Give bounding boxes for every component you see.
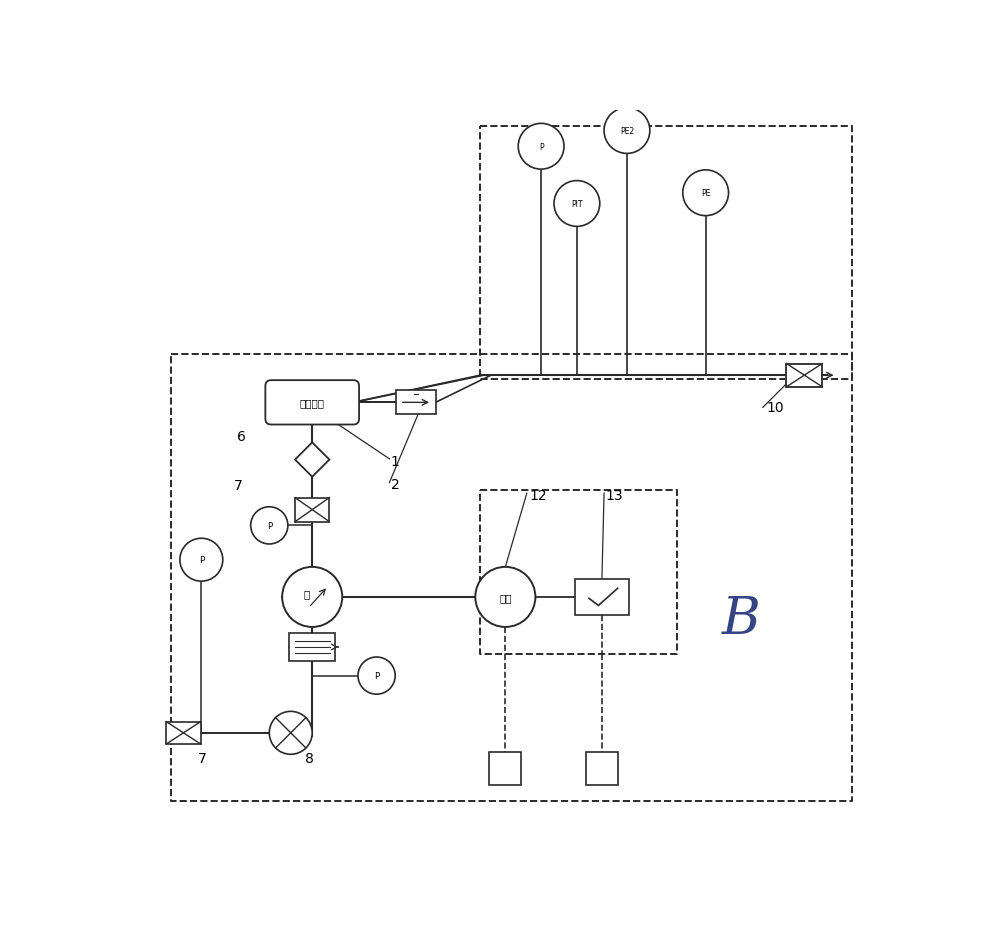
- Bar: [575, 579, 629, 615]
- Text: 10: 10: [766, 401, 784, 415]
- FancyBboxPatch shape: [265, 380, 359, 425]
- Text: 7: 7: [198, 751, 207, 765]
- Text: 2: 2: [391, 477, 400, 491]
- Text: P: P: [374, 671, 379, 680]
- Bar: [289, 634, 335, 661]
- Text: 8: 8: [305, 751, 314, 765]
- Text: 7: 7: [234, 479, 242, 493]
- Text: 1: 1: [391, 455, 400, 469]
- Text: B: B: [722, 593, 761, 644]
- Circle shape: [180, 538, 223, 582]
- Bar: [786, 364, 822, 387]
- Text: PE: PE: [701, 189, 710, 198]
- Text: 12: 12: [530, 489, 547, 503]
- Circle shape: [475, 567, 535, 627]
- Circle shape: [251, 508, 288, 545]
- Bar: [586, 753, 618, 785]
- Bar: [396, 391, 436, 415]
- Text: 6: 6: [237, 430, 246, 444]
- Circle shape: [358, 657, 395, 694]
- Polygon shape: [295, 443, 329, 477]
- Text: P: P: [199, 556, 204, 564]
- Text: 电机: 电机: [499, 592, 512, 602]
- Circle shape: [518, 124, 564, 170]
- Bar: [295, 498, 329, 522]
- Text: P: P: [267, 522, 272, 530]
- Text: P: P: [539, 143, 543, 151]
- Circle shape: [683, 171, 729, 216]
- Circle shape: [282, 567, 342, 627]
- Circle shape: [269, 712, 312, 754]
- Bar: [166, 722, 201, 744]
- Text: PE2: PE2: [620, 127, 634, 135]
- Bar: [489, 753, 521, 785]
- Circle shape: [554, 181, 600, 227]
- Circle shape: [604, 109, 650, 154]
- Text: 13: 13: [605, 489, 623, 503]
- Text: 泵: 泵: [303, 588, 310, 599]
- Text: PIT: PIT: [571, 200, 583, 209]
- Text: 燃料籼算: 燃料籼算: [300, 398, 325, 408]
